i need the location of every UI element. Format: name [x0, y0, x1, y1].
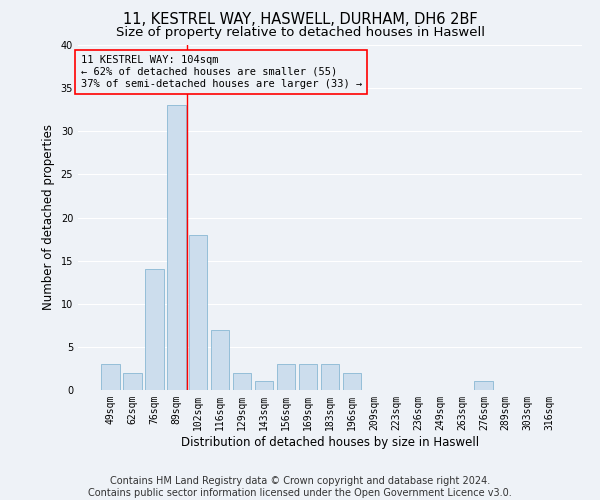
Bar — [167, 106, 185, 390]
Text: Contains HM Land Registry data © Crown copyright and database right 2024.
Contai: Contains HM Land Registry data © Crown c… — [88, 476, 512, 498]
Bar — [123, 373, 142, 390]
X-axis label: Distribution of detached houses by size in Haswell: Distribution of detached houses by size … — [181, 436, 479, 448]
Y-axis label: Number of detached properties: Number of detached properties — [42, 124, 55, 310]
Bar — [189, 235, 208, 390]
Bar — [101, 364, 119, 390]
Text: Size of property relative to detached houses in Haswell: Size of property relative to detached ho… — [115, 26, 485, 39]
Bar — [233, 373, 251, 390]
Bar — [277, 364, 295, 390]
Bar — [299, 364, 317, 390]
Text: 11 KESTREL WAY: 104sqm
← 62% of detached houses are smaller (55)
37% of semi-det: 11 KESTREL WAY: 104sqm ← 62% of detached… — [80, 56, 362, 88]
Bar — [145, 269, 164, 390]
Bar — [211, 330, 229, 390]
Bar — [475, 382, 493, 390]
Bar — [343, 373, 361, 390]
Bar — [255, 382, 274, 390]
Bar — [320, 364, 340, 390]
Text: 11, KESTREL WAY, HASWELL, DURHAM, DH6 2BF: 11, KESTREL WAY, HASWELL, DURHAM, DH6 2B… — [122, 12, 478, 28]
